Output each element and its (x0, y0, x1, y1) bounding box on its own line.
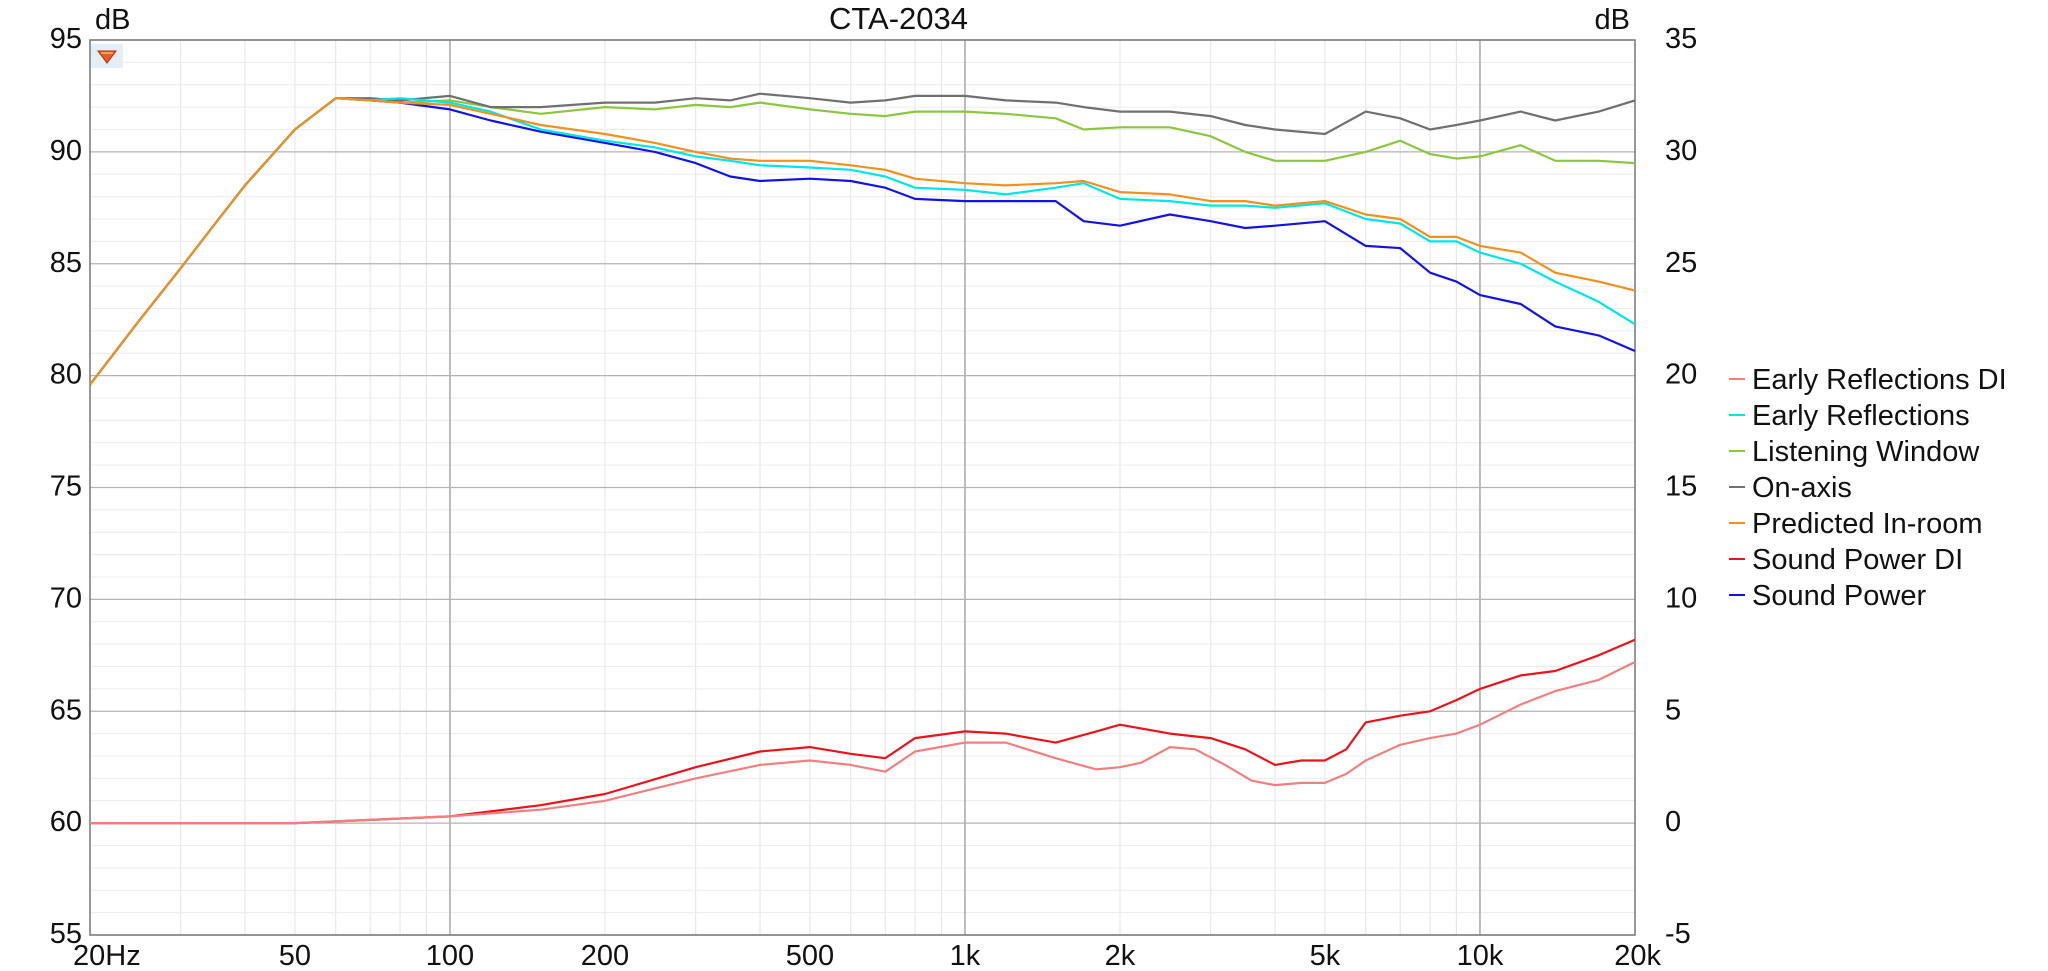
legend-label: Sound Power (1752, 580, 1926, 612)
right-tick-label: 35 (1665, 23, 1697, 55)
legend-item: Early Reflections (1729, 400, 1970, 432)
left-tick-label: 90 (50, 135, 82, 167)
bottom-tick-label: 2k (1105, 940, 1136, 971)
right-tick-label: 15 (1665, 471, 1697, 503)
chart-legend: Early Reflections DI Early Reflections Lis… (1729, 364, 2007, 612)
right-tick-label: -5 (1665, 918, 1691, 950)
chart-title: CTA-2034 (829, 1, 968, 36)
bottom-tick-label: 5k (1310, 940, 1341, 971)
legend-label: Early Reflections (1752, 400, 1970, 432)
legend-item: Early Reflections DI (1729, 364, 2007, 396)
right-tick-label: 25 (1665, 247, 1697, 279)
legend-item: Sound Power (1729, 580, 1926, 612)
right-tick-label: 30 (1665, 135, 1697, 167)
legend-label: Predicted In-room (1752, 508, 1983, 540)
legend-label: Listening Window (1752, 436, 1980, 468)
series-line-sound-power-di (90, 638, 1636, 825)
bottom-tick-label: 1k (950, 940, 981, 971)
bottom-tick-label: 20k (1614, 940, 1661, 971)
left-tick-label: 95 (50, 23, 82, 55)
right-tick-label: 10 (1665, 582, 1697, 614)
left-axis-unit-label: dB (95, 4, 130, 36)
legend-label: On-axis (1752, 472, 1852, 504)
legend-item: Sound Power DI (1729, 544, 1963, 576)
plot-area-frame (89, 39, 1636, 936)
legend-item: On-axis (1729, 472, 1852, 504)
bottom-tick-label: 500 (786, 940, 834, 971)
left-tick-label: 55 (50, 918, 82, 950)
right-axis-ticks: 35 30 25 20 15 10 5 0 -5 (1665, 23, 1697, 950)
right-axis-unit-label: dB (1595, 4, 1630, 36)
legend-label: Sound Power DI (1752, 544, 1963, 576)
bottom-tick-label: 20Hz (73, 940, 141, 971)
left-axis-ticks: 95 90 85 80 75 70 65 60 55 (50, 23, 82, 950)
series-line-early-reflections-di (90, 661, 1636, 825)
bottom-axis-ticks: 20Hz 50 100 200 500 1k 2k 5k 10k 20k (73, 940, 1661, 971)
right-tick-label: 5 (1665, 694, 1681, 726)
series-line-on-axis (89, 92, 1636, 386)
bottom-tick-label: 10k (1457, 940, 1504, 971)
right-tick-label: 20 (1665, 359, 1697, 391)
bottom-tick-label: 200 (581, 940, 629, 971)
left-tick-label: 60 (50, 806, 82, 838)
app-logo-icon[interactable] (91, 44, 123, 68)
bottom-tick-label: 50 (279, 940, 311, 971)
left-tick-label: 75 (50, 471, 82, 503)
series-layer (89, 92, 1636, 825)
left-tick-label: 65 (50, 694, 82, 726)
left-tick-label: 80 (50, 359, 82, 391)
bottom-tick-label: 100 (426, 940, 474, 971)
legend-item: Listening Window (1729, 436, 1980, 468)
legend-label: Early Reflections DI (1752, 364, 2007, 396)
left-tick-label: 70 (50, 582, 82, 614)
left-tick-label: 85 (50, 247, 82, 279)
right-tick-label: 0 (1665, 806, 1681, 838)
series-line-predicted-in-room (89, 97, 1636, 386)
legend-item: Predicted In-room (1729, 508, 1983, 540)
